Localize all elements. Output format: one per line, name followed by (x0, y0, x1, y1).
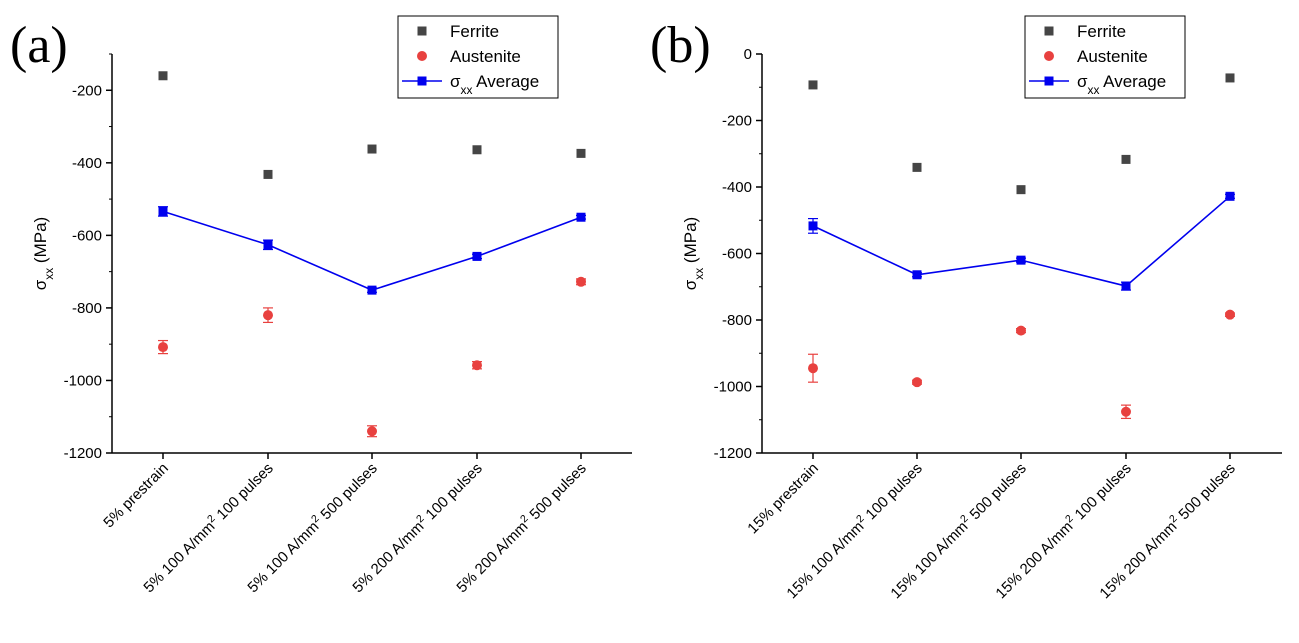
legend-marker (417, 51, 427, 61)
legend-label: Austenite (1077, 47, 1148, 66)
austenite-point (1121, 406, 1131, 417)
average-point (367, 285, 377, 295)
y-tick-label: -200 (72, 82, 102, 99)
austenite-point (158, 342, 168, 353)
austenite-point (263, 310, 273, 321)
legend-label: σxx Average (1077, 72, 1166, 97)
legend-entry: Ferrite (417, 22, 499, 41)
average-line (812, 195, 1231, 287)
legend-label: Ferrite (1077, 22, 1126, 41)
average-point (808, 221, 818, 231)
y-tick-label: -1200 (714, 445, 752, 462)
legend-marker (1044, 76, 1054, 86)
ferrite-point (1121, 154, 1131, 164)
y-tick-label: -800 (722, 312, 752, 329)
austenite-point (1225, 309, 1235, 320)
austenite-point (912, 377, 922, 388)
y-tick-label: -400 (722, 179, 752, 196)
average-line (162, 210, 582, 291)
panel-label: (a) (10, 17, 68, 74)
ferrite-point (367, 144, 377, 154)
series-average (808, 191, 1235, 291)
y-tick-label: -1000 (64, 372, 102, 389)
average-point (1225, 191, 1235, 201)
legend-label: Ferrite (450, 22, 499, 41)
austenite-point (808, 363, 818, 374)
y-tick-label: 0 (744, 46, 752, 63)
ferrite-point (912, 162, 922, 172)
y-tick-label: -400 (72, 155, 102, 172)
ferrite-point (1016, 185, 1026, 195)
y-tick-label: -200 (722, 113, 752, 130)
ferrite-point (263, 169, 273, 179)
legend: Ferrite Austenite σxx Average (397, 15, 559, 99)
series-average (158, 206, 586, 295)
legend-entry: Ferrite (1044, 22, 1126, 41)
legend-entry: Austenite (417, 47, 521, 66)
legend-label: Austenite (450, 47, 521, 66)
y-tick-label: -800 (72, 300, 102, 317)
average-point (263, 240, 273, 250)
legend-entry: Austenite (1044, 47, 1148, 66)
y-axis-title: σxx (MPa) (31, 217, 56, 290)
average-point (472, 251, 482, 261)
y-tick-label: -600 (722, 246, 752, 263)
legend-label: σxx Average (450, 72, 539, 97)
ferrite-point (808, 80, 818, 90)
x-tick-label: 5% prestrain (100, 460, 172, 532)
average-point (158, 206, 168, 216)
y-tick-label: -600 (72, 227, 102, 244)
average-point (1016, 255, 1026, 265)
y-tick-label: -1200 (64, 445, 102, 462)
ferrite-point (472, 145, 482, 155)
series-austenite (808, 309, 1235, 420)
legend-marker (1044, 26, 1054, 36)
legend-entry: σxx Average (1029, 72, 1166, 97)
legend: Ferrite Austenite σxx Average (1024, 15, 1186, 99)
average-point (1121, 281, 1131, 291)
chart-panel-b: (b) 0 -200 -400 -600 -800 -1000 -1200 σxx (MPa) 1… (650, 15, 1282, 602)
austenite-point (576, 276, 586, 287)
series-ferrite (158, 71, 586, 179)
panel-label: (b) (650, 17, 711, 74)
austenite-point (1016, 325, 1026, 336)
y-axis-title: σxx (MPa) (681, 217, 706, 290)
x-tick-label: 15% prestrain (744, 460, 821, 537)
chart-panel-a: (a)-200 -400 -600 -800 -1000 -1200 σxx (MPa) 5%… (10, 15, 632, 596)
legend-entry: σxx Average (402, 72, 539, 97)
ferrite-point (158, 71, 168, 81)
average-point (576, 212, 586, 222)
austenite-point (472, 360, 482, 371)
y-tick-label: -1000 (714, 379, 752, 396)
ferrite-point (1225, 73, 1235, 83)
legend-marker (417, 26, 427, 36)
austenite-point (367, 426, 377, 437)
legend-marker (417, 76, 427, 86)
series-austenite (158, 276, 586, 438)
average-point (912, 270, 922, 280)
series-ferrite (808, 73, 1235, 195)
legend-marker (1044, 51, 1054, 61)
ferrite-point (576, 148, 586, 158)
